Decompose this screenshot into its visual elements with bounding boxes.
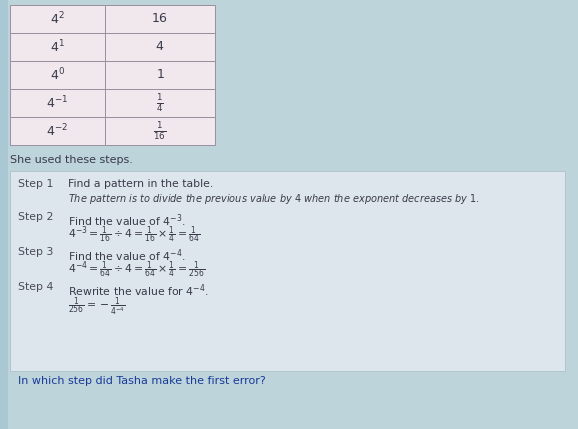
Text: $4^{-2}$: $4^{-2}$ <box>46 123 69 139</box>
Text: $4^{-3} = \frac{1}{16} \div 4 = \frac{1}{16} \times \frac{1}{4} = \frac{1}{64}$: $4^{-3} = \frac{1}{16} \div 4 = \frac{1}… <box>68 225 200 246</box>
FancyBboxPatch shape <box>105 33 215 61</box>
Text: $\frac{1}{256} = -\frac{1}{4^{-4}}$: $\frac{1}{256} = -\frac{1}{4^{-4}}$ <box>68 295 125 317</box>
Text: $4^{-1}$: $4^{-1}$ <box>46 95 69 111</box>
Text: Step 1: Step 1 <box>18 179 53 189</box>
FancyBboxPatch shape <box>10 33 105 61</box>
FancyBboxPatch shape <box>10 89 105 117</box>
FancyBboxPatch shape <box>10 5 105 33</box>
Text: Step 4: Step 4 <box>18 282 53 292</box>
Text: Find the value of $4^{-3}$.: Find the value of $4^{-3}$. <box>68 212 186 229</box>
Text: $4^{1}$: $4^{1}$ <box>50 39 65 55</box>
Text: Step 2: Step 2 <box>18 212 53 222</box>
FancyBboxPatch shape <box>10 61 105 89</box>
Text: Rewrite the value for $4^{-4}$.: Rewrite the value for $4^{-4}$. <box>68 282 209 299</box>
FancyBboxPatch shape <box>105 117 215 145</box>
Text: Step 3: Step 3 <box>18 247 53 257</box>
FancyBboxPatch shape <box>10 171 565 371</box>
FancyBboxPatch shape <box>10 117 105 145</box>
Text: $4^{2}$: $4^{2}$ <box>50 11 65 27</box>
Text: $\mathit{The\ pattern\ is\ to\ divide\ the\ previous\ value\ by\ 4\ when\ the\ e: $\mathit{The\ pattern\ is\ to\ divide\ t… <box>68 192 480 206</box>
FancyBboxPatch shape <box>105 89 215 117</box>
FancyBboxPatch shape <box>105 5 215 33</box>
Text: $4$: $4$ <box>155 40 165 54</box>
Text: Find a pattern in the table.: Find a pattern in the table. <box>68 179 213 189</box>
Text: $4^{0}$: $4^{0}$ <box>50 66 65 83</box>
Text: $16$: $16$ <box>151 12 169 25</box>
Text: $\frac{1}{16}$: $\frac{1}{16}$ <box>153 120 166 142</box>
Text: Find the value of $4^{-4}$.: Find the value of $4^{-4}$. <box>68 247 186 263</box>
Text: $4^{-4} = \frac{1}{64} \div 4 = \frac{1}{64} \times \frac{1}{4} = \frac{1}{256}$: $4^{-4} = \frac{1}{64} \div 4 = \frac{1}… <box>68 260 205 281</box>
Text: $\frac{1}{4}$: $\frac{1}{4}$ <box>156 92 164 114</box>
FancyBboxPatch shape <box>0 0 8 429</box>
FancyBboxPatch shape <box>105 61 215 89</box>
Text: She used these steps.: She used these steps. <box>10 155 133 165</box>
Text: $1$: $1$ <box>155 69 164 82</box>
Text: In which step did Tasha make the first error?: In which step did Tasha make the first e… <box>18 376 266 386</box>
